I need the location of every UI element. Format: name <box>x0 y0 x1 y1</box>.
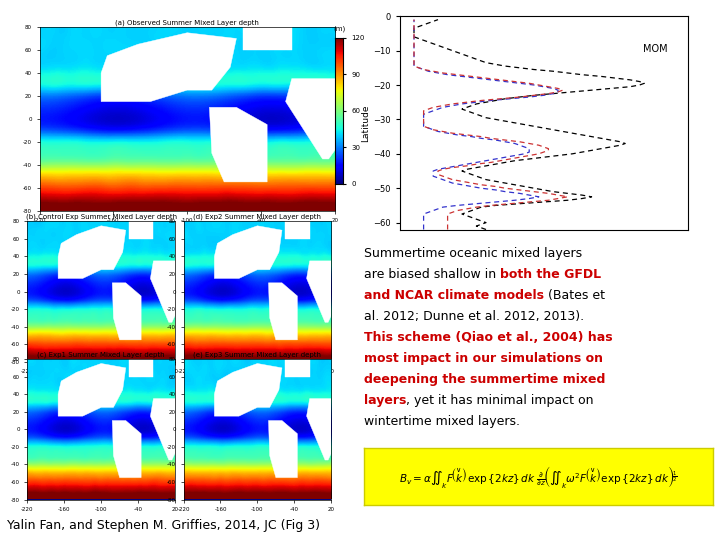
Text: Summertime oceanic mixed layers: Summertime oceanic mixed layers <box>364 247 582 260</box>
Polygon shape <box>388 305 414 327</box>
Text: (Bates et: (Bates et <box>544 289 605 302</box>
Polygon shape <box>150 399 187 460</box>
Polygon shape <box>448 136 501 165</box>
Polygon shape <box>285 356 310 377</box>
Polygon shape <box>210 107 267 182</box>
Text: MOM: MOM <box>643 44 667 54</box>
Text: al. 2012; Dunne et al. 2012, 2013).: al. 2012; Dunne et al. 2012, 2013). <box>364 310 584 323</box>
Text: both the GFDL: both the GFDL <box>500 268 601 281</box>
Polygon shape <box>129 356 153 377</box>
Polygon shape <box>307 399 343 460</box>
Polygon shape <box>243 24 292 50</box>
Polygon shape <box>58 363 126 416</box>
Polygon shape <box>101 33 236 102</box>
Text: deepening the summertime mixed: deepening the summertime mixed <box>364 373 605 386</box>
Polygon shape <box>112 421 141 477</box>
Polygon shape <box>215 226 282 279</box>
Text: Yalin Fan, and Stephen M. Griffies, 2014, JC (Fig 3): Yalin Fan, and Stephen M. Griffies, 2014… <box>7 519 320 532</box>
Polygon shape <box>150 261 187 322</box>
Polygon shape <box>112 283 141 340</box>
Polygon shape <box>307 261 343 322</box>
Title: (d) Exp2 Summer Mixed Layer depth: (d) Exp2 Summer Mixed Layer depth <box>194 214 321 220</box>
Text: wintertime mixed layers.: wintertime mixed layers. <box>364 415 520 428</box>
Text: $B_v = \alpha \iint_k F\!\left(\overset{\vee}{k}\right)\exp\{2kz\}\,dk\;\frac{\p: $B_v = \alpha \iint_k F\!\left(\overset{… <box>399 463 678 490</box>
Polygon shape <box>215 363 282 416</box>
Polygon shape <box>129 219 153 239</box>
Polygon shape <box>286 79 359 159</box>
Y-axis label: Latitude: Latitude <box>361 104 370 141</box>
Text: layers: layers <box>364 394 406 407</box>
Title: (c) Exp1 Summer Mixed Layer depth: (c) Exp1 Summer Mixed Layer depth <box>37 352 165 358</box>
Text: , yet it has minimal impact on: , yet it has minimal impact on <box>406 394 593 407</box>
Text: are biased shallow in: are biased shallow in <box>364 268 500 281</box>
Title: (a) Observed Summer Mixed Layer depth: (a) Observed Summer Mixed Layer depth <box>115 19 259 26</box>
Polygon shape <box>388 442 414 464</box>
Title: (e) Exp3 Summer Mixed Layer depth: (e) Exp3 Summer Mixed Layer depth <box>194 352 321 358</box>
Text: (m): (m) <box>333 25 346 32</box>
Polygon shape <box>269 421 297 477</box>
Polygon shape <box>232 442 258 464</box>
Text: This scheme (Qiao et al., 2004) has: This scheme (Qiao et al., 2004) has <box>364 331 612 344</box>
Polygon shape <box>285 219 310 239</box>
Polygon shape <box>232 305 258 327</box>
Title: (b) Control Exp Summer Mixed Layer depth: (b) Control Exp Summer Mixed Layer depth <box>26 214 176 220</box>
Text: and NCAR climate models: and NCAR climate models <box>364 289 544 302</box>
Polygon shape <box>269 283 297 340</box>
Polygon shape <box>58 226 126 279</box>
Text: most impact in our simulations on: most impact in our simulations on <box>364 352 603 365</box>
